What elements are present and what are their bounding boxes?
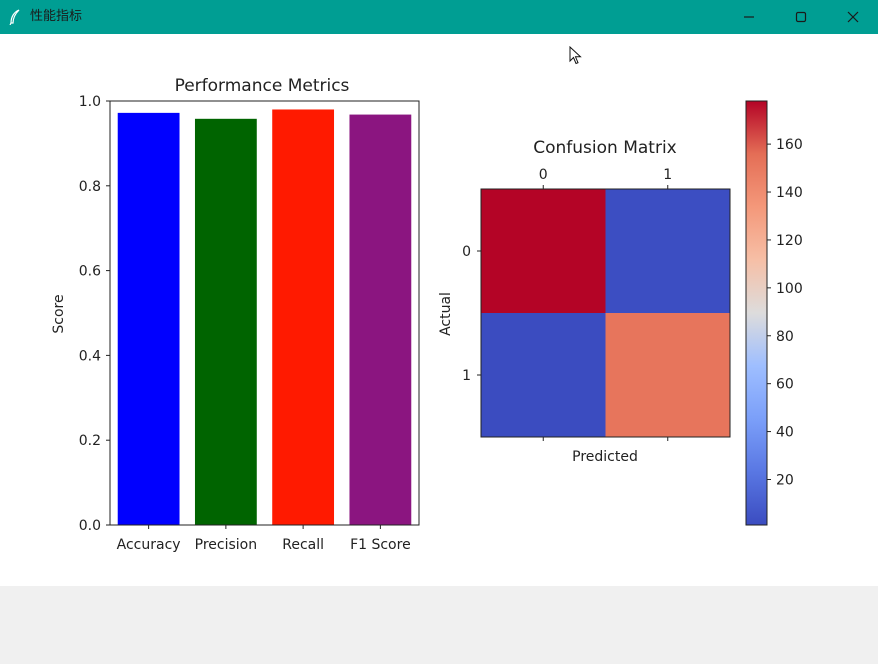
confusion-matrix-y-axis: 01	[462, 244, 481, 384]
bar-x-tick-label: Accuracy	[117, 537, 181, 553]
feather-icon	[9, 9, 20, 25]
close-button[interactable]	[827, 0, 878, 34]
bar-y-tick-label: 0.4	[79, 348, 101, 364]
matrix-y-tick-label: 0	[462, 244, 471, 260]
bar-y-tick-label: 0.6	[79, 264, 101, 280]
colorbar-ticks: 20 40 60 80 100 120 140 160	[767, 137, 803, 488]
minimize-icon	[744, 16, 754, 18]
bar-f1-score	[349, 114, 412, 526]
bar-x-tick-label: F1 Score	[350, 537, 411, 553]
maximize-icon	[795, 11, 807, 23]
bar-y-axis-label: Score	[51, 294, 67, 333]
bar-chart: Performance Metrics 0.0 0.2 0.4 0.6 0.8 1.0 A…	[51, 76, 420, 553]
colorbar-tick-label: 140	[776, 185, 803, 201]
colorbar-tick-label: 160	[776, 137, 803, 153]
colorbar-tick-label: 100	[776, 281, 803, 297]
colorbar-tick-label: 120	[776, 233, 803, 249]
matrix-cell-0-0	[481, 189, 606, 314]
matrix-x-tick-label: 1	[663, 167, 672, 183]
bar-recall	[272, 109, 335, 525]
bar-y-tick-label: 1.0	[79, 94, 101, 110]
matrix-cell-1-1	[605, 313, 731, 438]
matrix-y-tick-label: 1	[462, 368, 471, 384]
window-title: 性能指标	[30, 9, 83, 24]
matrix-x-tick-label: 0	[539, 167, 548, 183]
mouse-cursor-icon	[569, 46, 582, 65]
bar-x-tick-label: Recall	[282, 537, 324, 553]
bar-plot-frame	[109, 100, 420, 526]
confusion-matrix-cells	[481, 189, 731, 438]
colorbar-tick-label: 80	[776, 329, 794, 345]
matrix-cell-1-0	[481, 313, 606, 438]
close-icon	[847, 11, 859, 23]
minimize-button[interactable]	[723, 0, 775, 34]
bar-series	[117, 109, 412, 526]
bar-y-tick-label: 0.2	[79, 433, 101, 449]
matrix-cell-0-1	[605, 189, 731, 314]
figure-canvas: Performance Metrics 0.0 0.2 0.4 0.6 0.8 1.0 A…	[0, 34, 878, 586]
confusion-matrix-frame	[480, 188, 731, 438]
bar-x-tick-label: Precision	[195, 537, 257, 553]
maximize-button[interactable]	[775, 0, 827, 34]
bar-y-tick-label: 0.8	[79, 179, 101, 195]
bar-accuracy	[117, 112, 180, 525]
confusion-matrix-y-label: Actual	[438, 292, 454, 336]
window-titlebar[interactable]: 性能指标	[0, 0, 878, 34]
figure-svg: Performance Metrics 0.0 0.2 0.4 0.6 0.8 1.0 A…	[51, 76, 803, 553]
confusion-matrix-title: Confusion Matrix	[533, 138, 677, 158]
bar-y-axis: 0.0 0.2 0.4 0.6 0.8 1.0	[79, 94, 110, 534]
bar-precision	[194, 118, 257, 526]
colorbar-tick-label: 20	[776, 472, 794, 488]
colorbar-gradient	[745, 100, 768, 526]
bar-chart-title: Performance Metrics	[175, 76, 350, 96]
colorbar-tick-label: 40	[776, 425, 794, 441]
colorbar-tick-label: 60	[776, 377, 794, 393]
bar-x-axis: Accuracy Precision Recall F1 Score	[117, 525, 411, 553]
confusion-matrix-x-label: Predicted	[572, 449, 638, 465]
bar-y-tick-label: 0.0	[79, 518, 101, 534]
colorbar: 20 40 60 80 100 120 140 160	[745, 100, 803, 526]
